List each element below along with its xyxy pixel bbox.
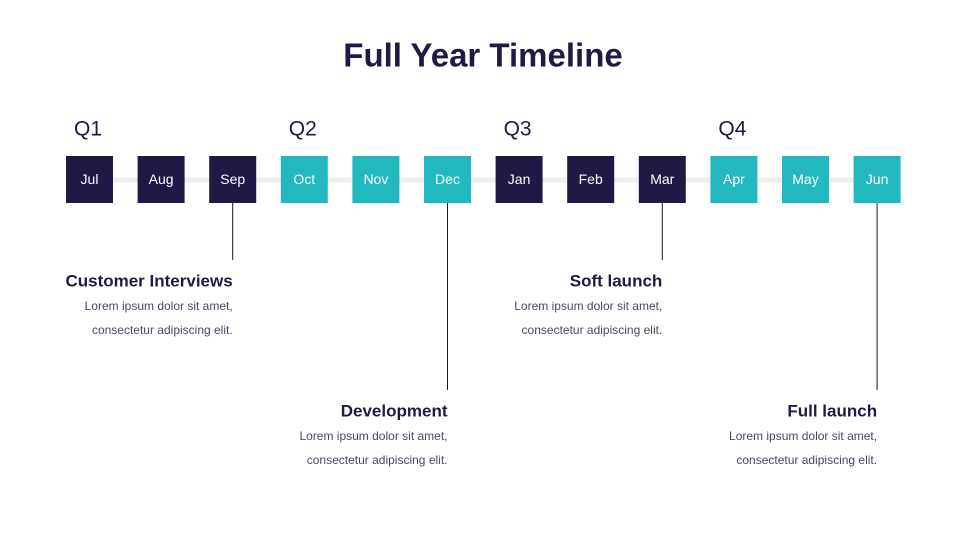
month-box <box>424 156 471 203</box>
month-box <box>137 156 185 203</box>
milestone-title: Full launch <box>787 401 877 420</box>
milestone-title: Development <box>341 401 448 420</box>
month-label: May <box>792 171 818 187</box>
month-box <box>209 156 257 203</box>
month-label: Aug <box>149 171 174 187</box>
month-label: Jan <box>508 171 531 187</box>
milestone-description: consectetur adipiscing elit. <box>522 323 663 337</box>
month-label: Mar <box>650 171 674 187</box>
milestone-title: Customer Interviews <box>65 271 232 290</box>
milestone-description: Lorem ipsum dolor sit amet, <box>514 299 662 313</box>
milestone-description: Lorem ipsum dolor sit amet, <box>299 429 447 443</box>
month-box <box>710 156 758 203</box>
month-box <box>782 156 829 203</box>
month-label: Feb <box>579 171 603 187</box>
milestone-title: Soft launch <box>570 271 663 290</box>
month-label: Jun <box>866 171 889 187</box>
month-label: Nov <box>363 171 388 187</box>
month-label: Apr <box>723 171 745 187</box>
month-box <box>280 156 328 203</box>
month-box <box>66 156 113 203</box>
milestone-description: consectetur adipiscing elit. <box>736 453 877 467</box>
quarter-label: Q1 <box>74 118 102 141</box>
month-label: Sep <box>220 171 245 187</box>
month-box <box>352 156 400 203</box>
month-box <box>567 156 615 203</box>
milestone-description: Lorem ipsum dolor sit amet, <box>85 299 233 313</box>
quarter-label: Q3 <box>504 118 532 141</box>
milestone-description: consectetur adipiscing elit. <box>92 323 233 337</box>
milestone-description: consectetur adipiscing elit. <box>307 453 448 467</box>
quarter-label: Q4 <box>718 118 746 141</box>
slide-title: Full Year Timeline <box>343 37 622 74</box>
quarter-label: Q2 <box>289 118 317 141</box>
month-label: Oct <box>293 171 315 187</box>
month-label: Dec <box>435 171 460 187</box>
milestone-description: Lorem ipsum dolor sit amet, <box>729 429 877 443</box>
month-box <box>853 156 901 203</box>
month-box <box>638 156 686 203</box>
month-label: Jul <box>81 171 99 187</box>
month-box <box>495 156 543 203</box>
